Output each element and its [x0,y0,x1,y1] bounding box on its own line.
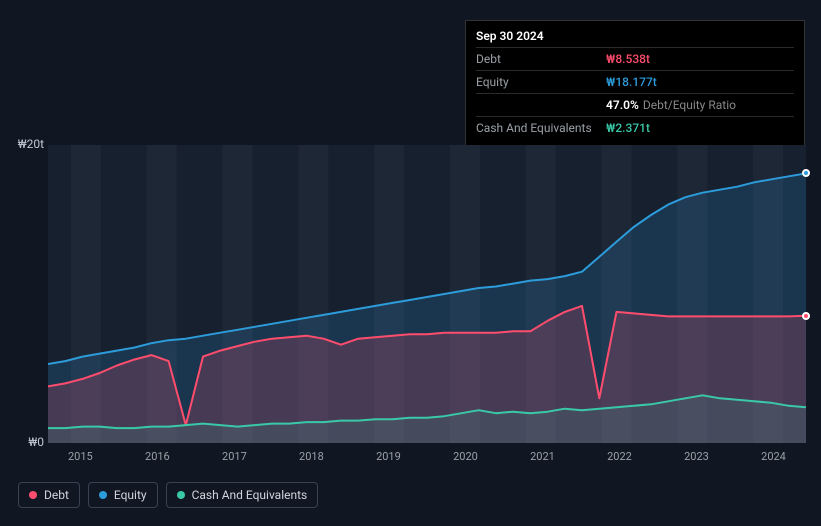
tooltip-label [476,96,606,114]
tooltip-value: ₩8.538t [606,50,650,68]
legend-label: Debt [44,488,69,502]
tooltip-ratio-pct: 47.0% [606,98,639,112]
tooltip-row: 47.0% Debt/Equity Ratio [476,93,794,116]
x-tick-label: 2022 [607,450,632,470]
x-tick-label: 2023 [684,450,709,470]
legend-item-cash-and-equivalents[interactable]: Cash And Equivalents [166,482,319,508]
x-tick-label: 2018 [299,450,324,470]
x-axis: 2015 2016 2017 2018 2019 2020 2021 2022 2023 2024 [48,450,806,470]
x-tick-label: 2017 [222,450,247,470]
tooltip-label: Debt [476,50,606,68]
chart-container: ₩20t₩0 201520162017201820192020202120222… [18,125,808,465]
legend-dot [29,491,37,499]
x-tick-label: 2019 [376,450,401,470]
legend-item-debt[interactable]: Debt [18,482,80,508]
y-tick-label: ₩0 [4,435,44,449]
y-tick-label: ₩20t [4,137,44,151]
series-end-marker [802,312,810,320]
tooltip-label: Equity [476,73,606,91]
legend-item-equity[interactable]: Equity [88,482,158,508]
x-tick-label: 2015 [68,450,93,470]
tooltip-row: Equity₩18.177t [476,70,794,93]
legend-label: Equity [114,488,147,502]
tooltip-ratio-text: Debt/Equity Ratio [643,98,736,112]
series-end-marker [802,169,810,177]
legend-dot [177,491,185,499]
tooltip-row: Debt₩8.538t [476,47,794,70]
x-tick-label: 2020 [453,450,478,470]
x-tick-label: 2021 [530,450,555,470]
legend-dot [99,491,107,499]
tooltip-date: Sep 30 2024 [476,27,794,45]
x-tick-label: 2024 [761,450,786,470]
x-tick-label: 2016 [145,450,170,470]
legend-label: Cash And Equivalents [192,488,308,502]
tooltip-value: ₩18.177t [606,73,657,91]
legend: Debt Equity Cash And Equivalents [18,482,318,508]
chart-plot [48,145,806,443]
